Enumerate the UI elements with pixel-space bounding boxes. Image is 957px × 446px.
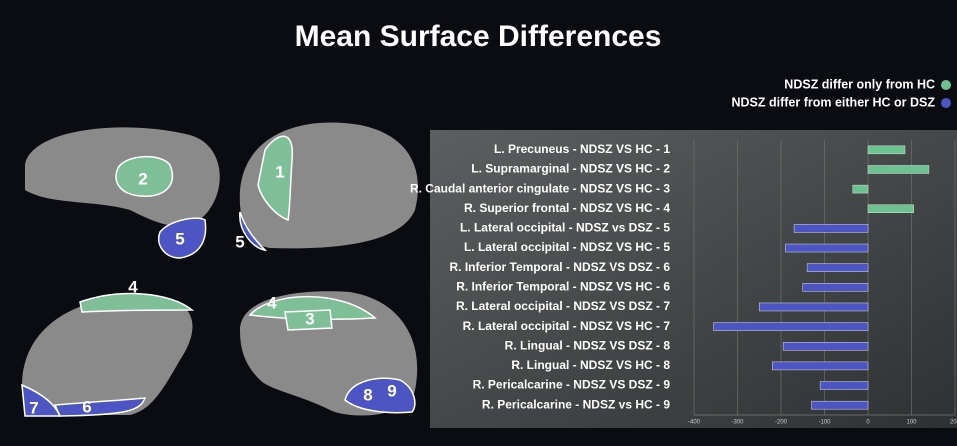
bar xyxy=(802,283,869,292)
region-label: 7 xyxy=(29,398,38,417)
bar xyxy=(852,184,869,194)
region-label: 4 xyxy=(128,277,138,296)
y-tick-label: R. Lateral occipital - NDSZ VS HC - 7 xyxy=(463,319,671,333)
region-label: 5 xyxy=(235,232,244,251)
region-label: 5 xyxy=(175,229,184,248)
bar xyxy=(867,145,906,155)
y-tick-label: L. Lateral occipital - NDSZ vs DSZ - 5 xyxy=(460,221,670,235)
legend-marker xyxy=(941,80,951,90)
region-label: 2 xyxy=(138,169,147,188)
y-tick-label: R. Inferior Temporal - NDSZ VS DSZ - 6 xyxy=(450,260,671,274)
legend-marker xyxy=(941,98,951,108)
y-tick-label: R. Inferior Temporal - NDSZ VS HC - 6 xyxy=(456,279,670,293)
bar xyxy=(806,263,869,272)
region-label: 3 xyxy=(305,309,314,328)
y-tick-label: R. Lateral occipital - NDSZ VS DSZ - 7 xyxy=(456,299,670,313)
y-tick-label: L. Supramarginal - NDSZ VS HC - 2 xyxy=(471,162,670,176)
legend-label: NDSZ differ only from HC xyxy=(784,77,935,91)
x-tick-label: -400 xyxy=(688,420,701,426)
region-label: 1 xyxy=(275,162,284,181)
y-tick-label: R. Pericalcarine - NDSZ VS DSZ - 9 xyxy=(473,378,671,392)
bar xyxy=(772,361,869,371)
plot-panel xyxy=(430,130,957,428)
x-tick-label: -100 xyxy=(818,420,831,426)
bar xyxy=(782,342,869,351)
bar xyxy=(759,302,869,312)
region-label: 6 xyxy=(82,397,91,416)
bar xyxy=(793,224,869,233)
x-tick-label: 0 xyxy=(866,420,870,426)
bar xyxy=(867,204,914,213)
x-tick-label: 200 xyxy=(950,420,957,426)
bar xyxy=(867,165,930,174)
region-label: 8 xyxy=(363,385,372,404)
y-tick-label: R. Caudal anterior cingulate - NDSZ VS H… xyxy=(410,181,670,195)
y-tick-label: L. Lateral occipital - NDSZ VS HC - 5 xyxy=(464,240,670,254)
chart-title: Mean Surface Differences xyxy=(295,20,662,53)
region-label: 4 xyxy=(267,293,277,312)
y-tick-label: R. Superior frontal - NDSZ VS HC - 4 xyxy=(464,201,670,215)
region-label: 9 xyxy=(387,381,396,400)
y-tick-label: R. Lingual - NDSZ VS DSZ - 8 xyxy=(505,338,671,352)
x-tick-label: -300 xyxy=(731,420,744,426)
bar xyxy=(713,322,869,331)
legend-label: NDSZ differ from either HC or DSZ xyxy=(732,95,936,109)
x-tick-label: 100 xyxy=(906,420,917,426)
brain-images xyxy=(21,122,418,417)
x-tick-label: -200 xyxy=(775,420,788,426)
bar xyxy=(785,243,869,253)
bar xyxy=(811,400,869,410)
y-tick-label: L. Precuneus - NDSZ VS HC - 1 xyxy=(494,142,670,156)
bar xyxy=(819,381,869,390)
y-tick-label: R. Pericalcarine - NDSZ vs HC - 9 xyxy=(482,397,670,411)
y-tick-label: R. Lingual - NDSZ VS HC - 8 xyxy=(511,358,670,372)
